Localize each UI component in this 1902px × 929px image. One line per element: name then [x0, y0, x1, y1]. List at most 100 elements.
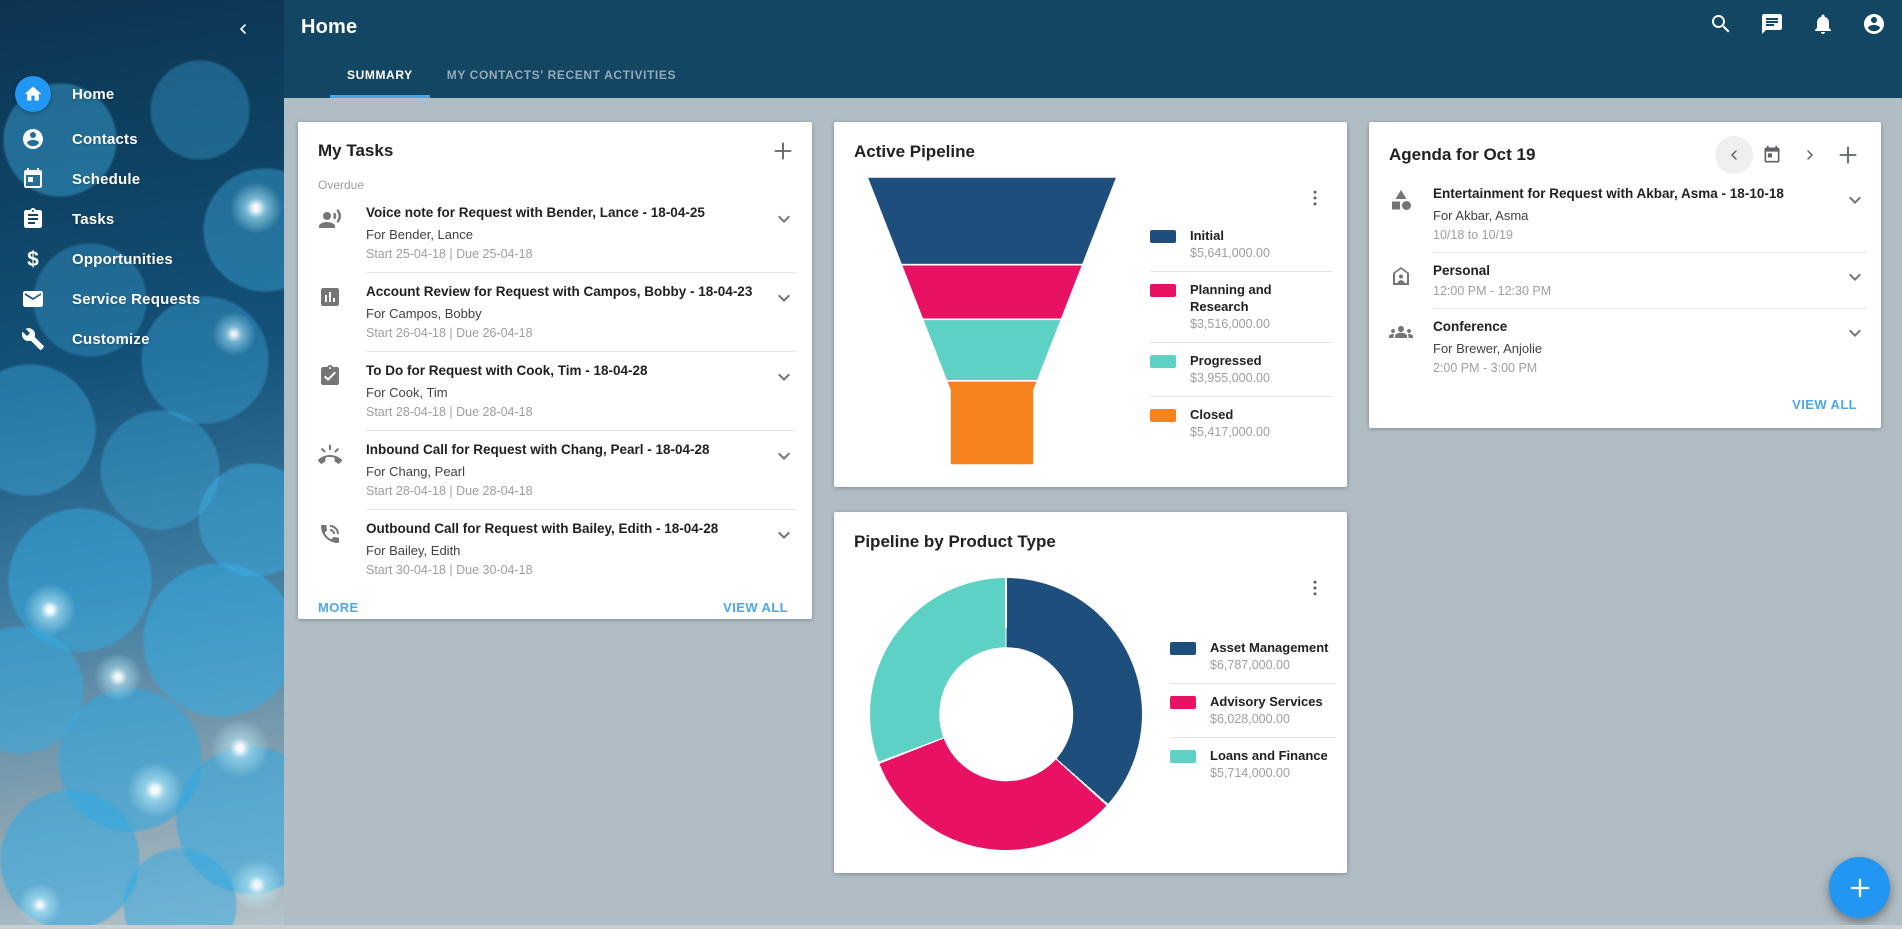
- sidebar-item-schedule[interactable]: Schedule: [0, 159, 284, 199]
- chevron-down-icon[interactable]: [772, 207, 796, 231]
- chevron-down-icon[interactable]: [1843, 321, 1867, 345]
- legend-swatch: [1170, 642, 1196, 655]
- task-row[interactable]: To Do for Request with Cook, Tim - 18-04…: [318, 351, 796, 430]
- add-appointment-button[interactable]: [1829, 136, 1867, 174]
- task-row[interactable]: Voice note for Request with Bender, Lanc…: [318, 194, 796, 272]
- task-dates: Start 26-04-18 | Due 26-04-18: [366, 326, 533, 340]
- active-pipeline-title: Active Pipeline: [854, 142, 975, 161]
- donut-hole: [939, 647, 1073, 781]
- legend-item: Progressed $3,955,000.00: [1150, 342, 1332, 396]
- kebab-menu-icon[interactable]: [1305, 578, 1325, 598]
- legend-value: $6,787,000.00: [1210, 658, 1290, 672]
- sidebar-item-home[interactable]: Home: [0, 74, 284, 114]
- chevron-down-icon[interactable]: [772, 365, 796, 389]
- agenda-item-contact: For Brewer, Anjolie: [1433, 341, 1543, 356]
- task-contact: For Campos, Bobby: [366, 306, 482, 321]
- account-icon[interactable]: [1862, 12, 1886, 36]
- tab-recent-activities[interactable]: MY CONTACTS' RECENT ACTIVITIES: [446, 67, 677, 82]
- chevron-down-icon[interactable]: [772, 286, 796, 310]
- notifications-icon[interactable]: [1811, 12, 1835, 36]
- task-title: Inbound Call for Request with Chang, Pea…: [366, 442, 710, 457]
- sidebar-item-label: Schedule: [72, 170, 141, 188]
- add-task-button[interactable]: [770, 138, 796, 164]
- legend-swatch: [1170, 696, 1196, 709]
- chevron-down-icon[interactable]: [772, 523, 796, 547]
- task-row[interactable]: Inbound Call for Request with Chang, Pea…: [318, 430, 796, 509]
- task-dates: Start 30-04-18 | Due 30-04-18: [366, 563, 533, 577]
- agenda-row[interactable]: Personal 12:00 PM - 12:30 PM: [1389, 252, 1867, 308]
- chevron-right-icon: [1802, 147, 1818, 163]
- kebab-menu-icon[interactable]: [1305, 188, 1325, 208]
- inbound-call-icon: [318, 443, 342, 467]
- legend-item: Loans and Finance $5,714,000.00: [1170, 737, 1336, 791]
- funnel-segment-progressed[interactable]: [921, 318, 1063, 382]
- agenda-next-button[interactable]: [1791, 136, 1829, 174]
- sidebar-collapse-button[interactable]: [230, 16, 256, 42]
- chevron-left-icon: [235, 21, 251, 37]
- legend-swatch: [1170, 750, 1196, 763]
- agenda-calendar-button[interactable]: [1753, 136, 1791, 174]
- view-all-button[interactable]: VIEW ALL: [723, 600, 788, 615]
- create-fab-button[interactable]: [1829, 857, 1890, 918]
- legend-swatch: [1150, 355, 1176, 368]
- top-bar: Home SUMMARY MY CONTACTS' RECENT ACTIVIT…: [284, 0, 1902, 98]
- legend-label: Planning and Research: [1190, 282, 1272, 314]
- legend-item: Planning and Research $3,516,000.00: [1150, 271, 1332, 342]
- pipeline-by-product-title: Pipeline by Product Type: [854, 532, 1056, 551]
- task-dates: Start 28-04-18 | Due 28-04-18: [366, 484, 533, 498]
- legend-item: Closed $5,417,000.00: [1150, 396, 1332, 450]
- donut-chart[interactable]: [870, 578, 1142, 850]
- agenda-prev-button[interactable]: [1715, 136, 1753, 174]
- agenda-item-title: Conference: [1433, 319, 1508, 334]
- funnel-legend: Initial $5,641,000.00 Planning and Resea…: [1150, 218, 1332, 450]
- sidebar-item-customize[interactable]: Customize: [0, 319, 284, 359]
- more-button[interactable]: MORE: [318, 600, 359, 615]
- agenda-item-title: Personal: [1433, 263, 1491, 278]
- sidebar: Home Contacts Schedule Tasks $ Opportuni…: [0, 0, 284, 929]
- funnel-chart[interactable]: [864, 176, 1120, 468]
- todo-icon: [318, 364, 342, 388]
- legend-swatch: [1150, 284, 1176, 297]
- agenda-list: Entertainment for Request with Akbar, As…: [1369, 174, 1881, 385]
- chat-icon[interactable]: [1760, 12, 1784, 36]
- tab-summary[interactable]: SUMMARY: [330, 54, 430, 98]
- tasks-icon: [15, 201, 51, 237]
- bottom-edge: [0, 925, 1902, 929]
- task-row[interactable]: Outbound Call for Request with Bailey, E…: [318, 509, 796, 588]
- sidebar-item-contacts[interactable]: Contacts: [0, 119, 284, 159]
- legend-item: Initial $5,641,000.00: [1150, 218, 1332, 271]
- plus-icon: [1835, 142, 1861, 168]
- chevron-down-icon[interactable]: [1843, 265, 1867, 289]
- legend-label: Initial: [1190, 228, 1224, 243]
- sidebar-item-label: Opportunities: [72, 250, 173, 268]
- sidebar-item-service-requests[interactable]: Service Requests: [0, 279, 284, 319]
- agenda-row[interactable]: Conference For Brewer, Anjolie 2:00 PM -…: [1389, 308, 1867, 385]
- chevron-down-icon[interactable]: [772, 444, 796, 468]
- task-contact: For Chang, Pearl: [366, 464, 465, 479]
- task-row[interactable]: Account Review for Request with Campos, …: [318, 272, 796, 351]
- sidebar-item-tasks[interactable]: Tasks: [0, 199, 284, 239]
- my-tasks-card: My Tasks Overdue Voice note for Request …: [298, 122, 812, 619]
- funnel-segment-planning-and-research[interactable]: [900, 263, 1084, 321]
- sidebar-item-opportunities[interactable]: $ Opportunities: [0, 239, 284, 279]
- agenda-row[interactable]: Entertainment for Request with Akbar, As…: [1389, 176, 1867, 252]
- dollar-icon: $: [27, 247, 39, 271]
- legend-value: $5,714,000.00: [1210, 766, 1290, 780]
- agenda-item-time: 10/18 to 10/19: [1433, 228, 1513, 242]
- conference-icon: [1389, 320, 1413, 344]
- voice-note-icon: [318, 207, 342, 231]
- overdue-label: Overdue: [318, 178, 365, 192]
- funnel-segment-closed[interactable]: [945, 380, 1039, 466]
- active-pipeline-card: Active Pipeline Initial $5,641,000.00 Pl…: [834, 122, 1347, 487]
- legend-label: Progressed: [1190, 353, 1262, 368]
- search-icon[interactable]: [1709, 12, 1733, 36]
- home-icon: [15, 76, 51, 112]
- view-all-button[interactable]: VIEW ALL: [1792, 397, 1857, 412]
- my-tasks-title: My Tasks: [318, 141, 394, 160]
- legend-value: $3,955,000.00: [1190, 371, 1270, 385]
- funnel-segment-initial[interactable]: [865, 176, 1119, 266]
- task-contact: For Bender, Lance: [366, 227, 473, 242]
- agenda-item-contact: For Akbar, Asma: [1433, 208, 1529, 223]
- chevron-down-icon[interactable]: [1843, 188, 1867, 212]
- contacts-icon: [15, 121, 51, 157]
